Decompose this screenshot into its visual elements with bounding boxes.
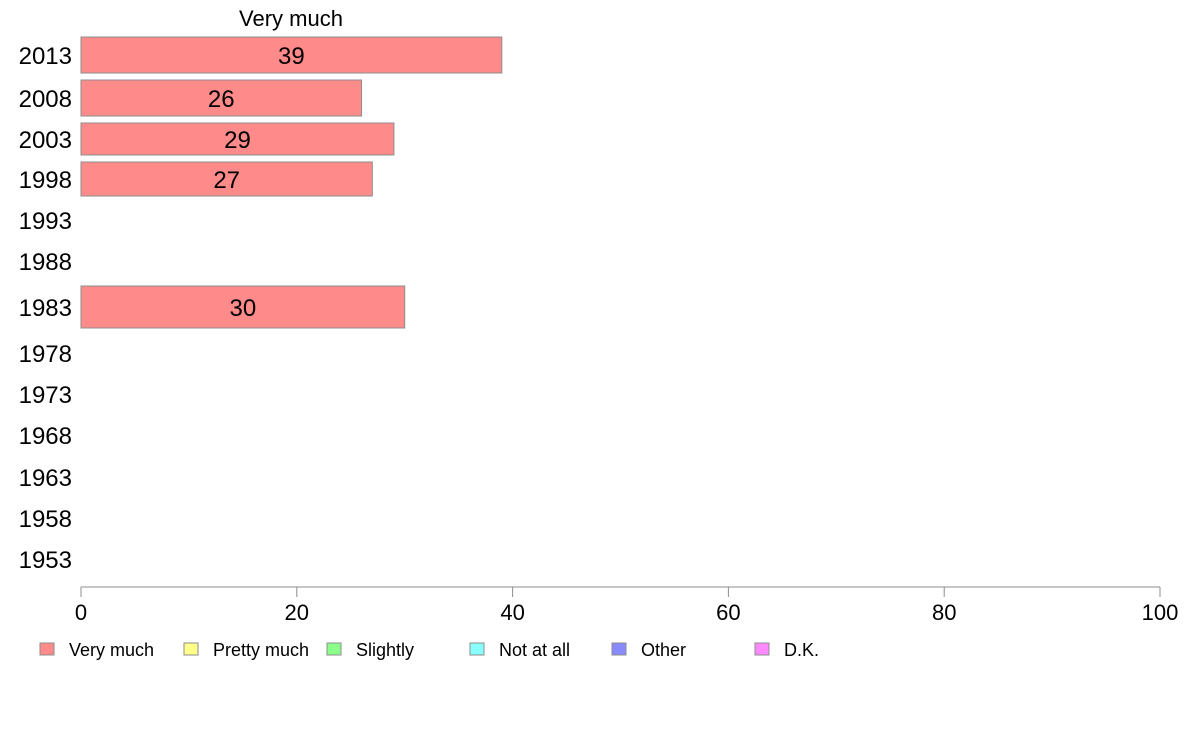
- series-header: Very much: [239, 6, 343, 31]
- legend-label: Very much: [69, 640, 154, 660]
- legend-swatch: [39, 642, 55, 656]
- year-label: 1968: [19, 423, 72, 450]
- bar-value-label: 30: [229, 295, 256, 322]
- year-label: 1983: [19, 295, 72, 322]
- bar-value-label: 39: [278, 43, 305, 70]
- year-label: 1988: [19, 249, 72, 276]
- legend-swatch: [469, 642, 485, 656]
- x-tick-label: 100: [1142, 600, 1179, 625]
- bar-value-label: 29: [224, 127, 251, 154]
- bar-value-label: 26: [208, 86, 235, 113]
- bar: [80, 161, 373, 197]
- legend: Very much Pretty much Slightly Not at all Ot…: [39, 640, 819, 660]
- year-label: 1973: [19, 382, 72, 409]
- legend-label: Other: [641, 640, 686, 660]
- legend-swatch: [611, 642, 627, 656]
- x-tick-label: 80: [932, 600, 956, 625]
- year-labels: 2013 2008 2003 1998 1993 1988 1983 1978 1973 1968…: [19, 43, 72, 574]
- bar: [80, 36, 503, 74]
- year-label: 1998: [19, 167, 72, 194]
- x-axis: 0 20 40 60 80 100: [75, 586, 1179, 625]
- bar: [80, 79, 363, 117]
- year-label: 2008: [19, 86, 72, 113]
- x-tick-label: 60: [716, 600, 740, 625]
- legend-swatch: [326, 642, 342, 656]
- bar-value-label: 27: [213, 167, 240, 194]
- year-label: 1958: [19, 506, 72, 533]
- year-label: 2003: [19, 127, 72, 154]
- bar: [80, 122, 395, 156]
- bar: [80, 285, 406, 329]
- legend-label: Pretty much: [213, 640, 309, 660]
- year-label: 1953: [19, 547, 72, 574]
- year-label: 1993: [19, 208, 72, 235]
- legend-label: D.K.: [784, 640, 819, 660]
- year-label: 2013: [19, 43, 72, 70]
- year-label: 1963: [19, 465, 72, 492]
- x-tick-label: 0: [75, 600, 87, 625]
- x-tick-label: 40: [500, 600, 524, 625]
- legend-swatch: [754, 642, 770, 656]
- x-tick-label: 20: [285, 600, 309, 625]
- legend-swatch: [183, 642, 199, 656]
- year-label: 1978: [19, 341, 72, 368]
- legend-label: Not at all: [499, 640, 570, 660]
- bars: 39 26 29 27 30: [80, 36, 503, 329]
- legend-label: Slightly: [356, 640, 414, 660]
